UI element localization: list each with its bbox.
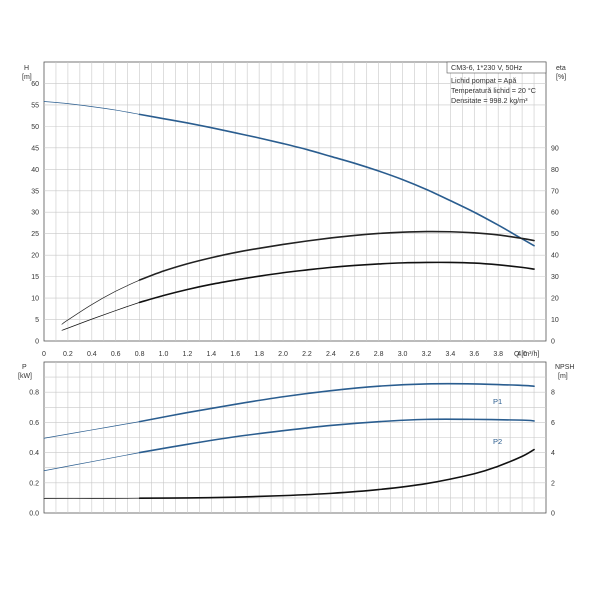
- eta-tick-label: 50: [551, 231, 559, 238]
- p1-curve: [138, 382, 535, 423]
- eta-tick-label: 10: [551, 317, 559, 324]
- x-tick-label: 4.0: [517, 351, 527, 358]
- info-temperature: Temperatură lichid = 20 °C: [451, 86, 536, 95]
- eta-tick-label: 70: [551, 188, 559, 195]
- npsh-tick-label: 4: [551, 450, 555, 457]
- p2-curve-extrapolated: [43, 452, 140, 472]
- npsh-tick-label: 2: [551, 480, 555, 487]
- h-tick-label: 35: [31, 188, 39, 195]
- info-fluid: Lichid pompat = Apă: [451, 76, 516, 85]
- npsh-tick-label: 6: [551, 420, 555, 427]
- x-tick-label: 0.8: [135, 351, 145, 358]
- top-series: [43, 101, 535, 331]
- p-tick-label: 0.4: [29, 450, 39, 457]
- npsh-curve: [138, 448, 535, 499]
- eta-tick-label: 30: [551, 274, 559, 281]
- eta-axis-unit: [%]: [556, 74, 566, 81]
- h-tick-label: 55: [31, 102, 39, 109]
- x-tick-label: 2.8: [374, 351, 384, 358]
- eta-tick-label: 0: [551, 339, 555, 346]
- x-tick-label: 1.4: [206, 351, 216, 358]
- eta-tick-label: 90: [551, 145, 559, 152]
- eta-curve-lower-extrapolated: [61, 302, 140, 331]
- npsh-tick-label: 0: [551, 511, 555, 518]
- x-tick-label: 2.2: [302, 351, 312, 358]
- eta-curve-upper-extrapolated: [61, 279, 140, 325]
- eta-tick-label: 80: [551, 167, 559, 174]
- p-tick-label: 0.0: [29, 511, 39, 518]
- info-title-box: [446, 61, 547, 74]
- eta-tick-label: 20: [551, 296, 559, 303]
- x-tick-label: 3.4: [446, 351, 456, 358]
- p-axis-unit: [kW]: [18, 373, 32, 380]
- eta-curve-upper: [138, 230, 535, 281]
- top-y-left-ticks: 0 5 10 15 20 25 30 35 40 45 50 55 60: [31, 81, 39, 346]
- h-tick-label: 60: [31, 81, 39, 88]
- p1-series-label: P1: [493, 397, 502, 406]
- x-tick-label: 2.4: [326, 351, 336, 358]
- h-tick-label: 50: [31, 124, 39, 131]
- p-tick-label: 0.6: [29, 420, 39, 427]
- x-tick-label: 3.6: [469, 351, 479, 358]
- x-tick-label: 2.0: [278, 351, 288, 358]
- h-tick-label: 45: [31, 145, 39, 152]
- q-axis-label: Q [m³/h]: [514, 351, 539, 358]
- h-axis-title: H: [24, 65, 29, 72]
- x-tick-label: 0.6: [111, 351, 121, 358]
- info-title: CM3-6, 1*230 V, 50Hz: [451, 63, 523, 72]
- top-panel: 0 0.2 0.4 0.6 0.8 1.0 1.2 1.4 1.6 1.8 2.0 2.2 2.4 2.6…: [22, 61, 566, 358]
- eta-axis-title: eta: [556, 65, 566, 72]
- bottom-grid: [44, 362, 546, 513]
- x-tick-label: 0.4: [87, 351, 97, 358]
- x-tick-label: 3.2: [422, 351, 432, 358]
- bottom-y-left-ticks: 0.0 0.2 0.4 0.6 0.8: [29, 390, 39, 518]
- npsh-axis-title: NPSH: [555, 364, 574, 371]
- p2-curve: [138, 418, 535, 454]
- h-tick-label: 40: [31, 167, 39, 174]
- top-x-ticks: 0 0.2 0.4 0.6 0.8 1.0 1.2 1.4 1.6 1.8 2.0 2.2 2.4 2.6…: [42, 351, 527, 358]
- eta-tick-label: 40: [551, 253, 559, 260]
- bottom-y-right-ticks: 0 2 4 6 8: [551, 390, 555, 518]
- x-tick-label: 1.0: [159, 351, 169, 358]
- h-tick-label: 10: [31, 296, 39, 303]
- x-tick-label: 2.6: [350, 351, 360, 358]
- p-axis-title: P: [22, 364, 27, 371]
- h-tick-label: 5: [35, 317, 39, 324]
- x-tick-label: 1.8: [254, 351, 264, 358]
- x-tick-label: 0.2: [63, 351, 73, 358]
- bottom-series: [43, 382, 535, 500]
- x-tick-label: 3.8: [493, 351, 503, 358]
- x-tick-label: 1.2: [183, 351, 193, 358]
- h-tick-label: 0: [35, 339, 39, 346]
- eta-tick-label: 60: [551, 210, 559, 217]
- info-density: Densitate = 998.2 kg/m³: [451, 96, 528, 105]
- eta-curve-lower: [138, 261, 535, 304]
- h-axis-unit: [m]: [22, 74, 32, 81]
- info-box: CM3-6, 1*230 V, 50Hz Lichid pompat = Apă…: [446, 61, 547, 105]
- h-tick-label: 30: [31, 210, 39, 217]
- p1-curve-extrapolated: [43, 421, 140, 439]
- x-tick-label: 1.6: [230, 351, 240, 358]
- h-tick-label: 15: [31, 274, 39, 281]
- p-tick-label: 0.2: [29, 480, 39, 487]
- top-y-right-ticks: 0 10 20 30 40 50 60 70 80 90: [551, 145, 559, 345]
- x-tick-label: 3.0: [398, 351, 408, 358]
- head-curve: [138, 113, 535, 247]
- head-curve-extrapolated: [43, 101, 140, 115]
- p2-series-label: P2: [493, 437, 502, 446]
- h-tick-label: 25: [31, 231, 39, 238]
- h-tick-label: 20: [31, 253, 39, 260]
- bottom-panel: 0.0 0.2 0.4 0.6 0.8 0 2 4 6 8 P [kW] NPSH [m] P1…: [18, 361, 574, 518]
- x-tick-label: 0: [42, 351, 46, 358]
- npsh-tick-label: 8: [551, 390, 555, 397]
- p-tick-label: 0.8: [29, 390, 39, 397]
- npsh-axis-unit: [m]: [558, 373, 568, 380]
